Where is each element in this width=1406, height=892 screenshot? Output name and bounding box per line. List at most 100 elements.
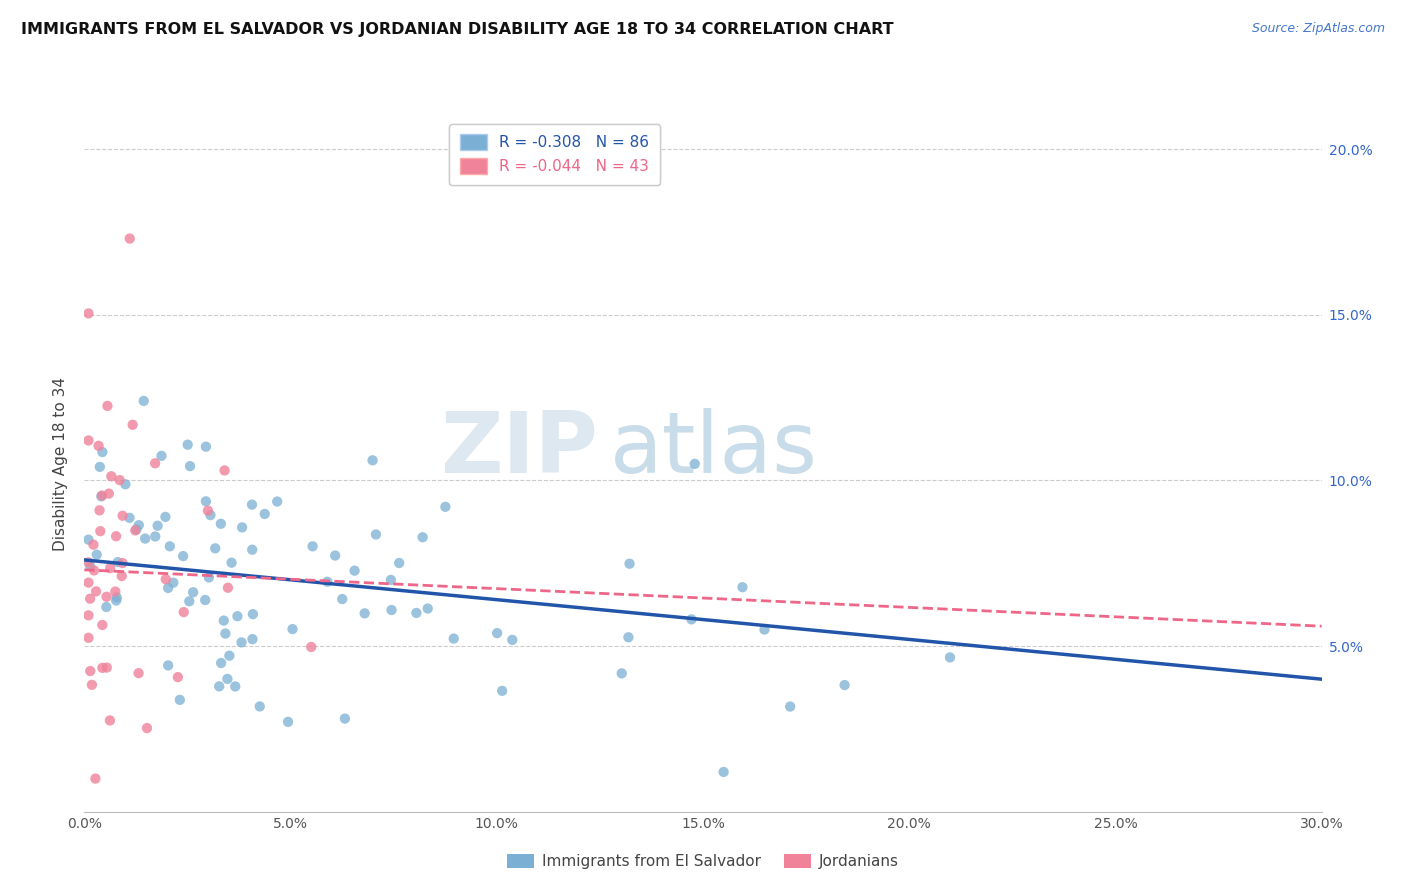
- Point: [82, 538, 104, 552]
- Point: [105, 529, 128, 543]
- Point: [443, 632, 465, 646]
- Point: [731, 580, 754, 594]
- Point: [242, 632, 264, 647]
- Point: [96, 590, 118, 604]
- Point: [155, 509, 177, 524]
- Point: [111, 556, 134, 570]
- Point: [91, 618, 114, 632]
- Point: [221, 556, 243, 570]
- Point: [98, 561, 121, 575]
- Point: [107, 555, 129, 569]
- Point: [77, 434, 100, 448]
- Point: [125, 523, 148, 537]
- Point: [388, 556, 411, 570]
- Point: [173, 605, 195, 619]
- Point: [77, 631, 100, 645]
- Point: [84, 584, 107, 599]
- Point: [610, 666, 633, 681]
- Point: [83, 564, 105, 578]
- Point: [105, 593, 128, 607]
- Point: [89, 459, 111, 474]
- Point: [240, 542, 263, 557]
- Point: [681, 612, 703, 626]
- Point: [100, 469, 122, 483]
- Point: [97, 486, 120, 500]
- Point: [231, 520, 253, 534]
- Point: [118, 511, 141, 525]
- Point: [159, 539, 181, 553]
- Point: [157, 581, 180, 595]
- Point: [226, 609, 249, 624]
- Point: [330, 592, 353, 607]
- Point: [136, 721, 159, 735]
- Point: [380, 603, 402, 617]
- Point: [194, 494, 217, 508]
- Point: [90, 489, 112, 503]
- Point: [939, 650, 962, 665]
- Point: [80, 678, 103, 692]
- Legend: Immigrants from El Salvador, Jordanians: Immigrants from El Salvador, Jordanians: [501, 848, 905, 875]
- Point: [217, 672, 239, 686]
- Point: [167, 670, 190, 684]
- Point: [118, 231, 141, 245]
- Point: [111, 508, 134, 523]
- Point: [323, 549, 346, 563]
- Point: [218, 648, 240, 663]
- Point: [155, 572, 177, 586]
- Point: [91, 445, 114, 459]
- Point: [77, 555, 100, 569]
- Text: ZIP: ZIP: [440, 409, 598, 491]
- Point: [89, 503, 111, 517]
- Point: [114, 477, 136, 491]
- Point: [683, 457, 706, 471]
- Point: [181, 585, 204, 599]
- Point: [150, 449, 173, 463]
- Legend: R = -0.308   N = 86, R = -0.044   N = 43: R = -0.308 N = 86, R = -0.044 N = 43: [449, 124, 659, 185]
- Y-axis label: Disability Age 18 to 34: Disability Age 18 to 34: [53, 376, 69, 551]
- Point: [209, 656, 232, 670]
- Point: [143, 456, 166, 470]
- Point: [240, 498, 263, 512]
- Point: [224, 680, 246, 694]
- Point: [214, 626, 236, 640]
- Point: [98, 714, 121, 728]
- Point: [204, 541, 226, 556]
- Point: [176, 438, 198, 452]
- Point: [179, 594, 201, 608]
- Point: [77, 533, 100, 547]
- Point: [779, 699, 801, 714]
- Point: [79, 664, 101, 678]
- Point: [434, 500, 457, 514]
- Point: [121, 417, 143, 432]
- Point: [77, 575, 100, 590]
- Point: [208, 679, 231, 693]
- Point: [91, 489, 114, 503]
- Point: [281, 622, 304, 636]
- Point: [84, 772, 107, 786]
- Point: [343, 564, 366, 578]
- Point: [132, 393, 155, 408]
- Point: [353, 607, 375, 621]
- Point: [96, 599, 118, 614]
- Point: [146, 518, 169, 533]
- Point: [214, 463, 236, 477]
- Point: [316, 574, 339, 589]
- Point: [212, 614, 235, 628]
- Point: [108, 473, 131, 487]
- Point: [277, 714, 299, 729]
- Point: [713, 764, 735, 779]
- Point: [405, 606, 427, 620]
- Point: [143, 529, 166, 543]
- Text: Source: ZipAtlas.com: Source: ZipAtlas.com: [1251, 22, 1385, 36]
- Point: [77, 608, 100, 623]
- Point: [124, 524, 146, 538]
- Point: [217, 581, 239, 595]
- Point: [412, 530, 434, 544]
- Point: [77, 306, 100, 320]
- Point: [86, 548, 108, 562]
- Point: [231, 635, 253, 649]
- Point: [79, 559, 101, 574]
- Point: [242, 607, 264, 622]
- Point: [111, 569, 134, 583]
- Point: [266, 494, 288, 508]
